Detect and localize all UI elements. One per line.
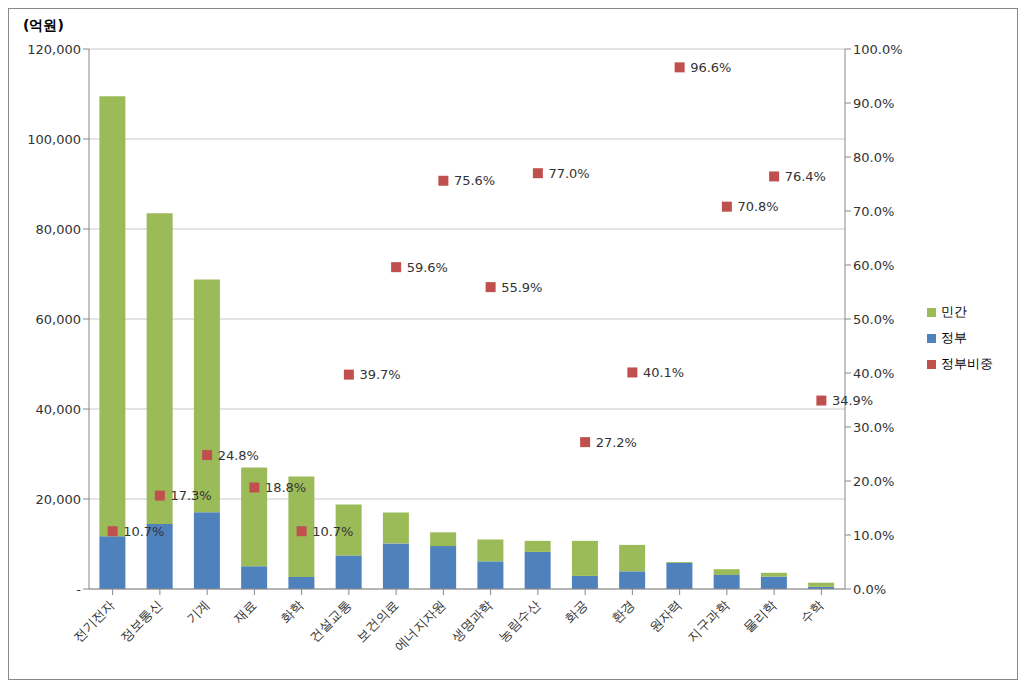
svg-text:50.0%: 50.0% (853, 312, 894, 327)
svg-text:0.0%: 0.0% (853, 582, 886, 597)
svg-text:화학: 화학 (278, 597, 307, 626)
svg-text:100,000: 100,000 (27, 132, 81, 147)
svg-text:30.0%: 30.0% (853, 420, 894, 435)
svg-text:80.0%: 80.0% (853, 150, 894, 165)
html-text:정부: 정부 (941, 330, 967, 345)
svg-text:18.8%: 18.8% (265, 480, 306, 495)
svg-text:원자력: 원자력 (646, 597, 684, 635)
svg-text:전기전자: 전기전자 (70, 597, 117, 644)
svg-text:59.6%: 59.6% (407, 260, 448, 275)
svg-text:환경: 환경 (608, 597, 637, 626)
svg-text:40.0%: 40.0% (853, 366, 894, 381)
svg-text:화공: 화공 (561, 597, 590, 626)
svg-text:정보통신: 정보통신 (117, 597, 164, 644)
svg-text:지구과학: 지구과학 (684, 597, 731, 644)
svg-text:39.7%: 39.7% (359, 367, 400, 382)
svg-text:기계: 기계 (183, 597, 212, 626)
svg-text:10.0%: 10.0% (853, 528, 894, 543)
html-text:민간: 민간 (941, 304, 967, 319)
svg-text:40.1%: 40.1% (643, 365, 684, 380)
svg-text:70.0%: 70.0% (853, 204, 894, 219)
svg-text:34.9%: 34.9% (832, 393, 873, 408)
svg-text:55.9%: 55.9% (501, 280, 542, 295)
svg-text:10.7%: 10.7% (123, 524, 164, 539)
svg-text:수학: 수학 (797, 597, 826, 626)
html-text:(억원): (억원) (23, 17, 64, 33)
svg-text:77.0%: 77.0% (548, 166, 589, 181)
svg-text:-: - (76, 582, 81, 597)
svg-text:농림수산: 농림수산 (495, 597, 542, 644)
svg-text:20,000: 20,000 (36, 492, 82, 507)
svg-text:27.2%: 27.2% (596, 435, 637, 450)
svg-text:75.6%: 75.6% (454, 173, 495, 188)
svg-text:17.3%: 17.3% (170, 488, 211, 503)
svg-text:보건의료: 보건의료 (354, 597, 401, 644)
svg-text:24.8%: 24.8% (218, 448, 259, 463)
svg-text:재료: 재료 (230, 597, 259, 626)
svg-text:40,000: 40,000 (36, 402, 82, 417)
svg-text:생명과학: 생명과학 (448, 597, 495, 644)
svg-text:76.4%: 76.4% (785, 169, 826, 184)
svg-text:에너지자원: 에너지자원 (392, 597, 449, 654)
svg-text:80,000: 80,000 (36, 222, 82, 237)
svg-text:70.8%: 70.8% (737, 199, 778, 214)
svg-text:90.0%: 90.0% (853, 96, 894, 111)
svg-text:100.0%: 100.0% (853, 42, 903, 57)
svg-text:10.7%: 10.7% (312, 524, 353, 539)
svg-text:120,000: 120,000 (27, 42, 81, 57)
svg-text:96.6%: 96.6% (690, 60, 731, 75)
svg-text:60,000: 60,000 (36, 312, 82, 327)
svg-text:물리학: 물리학 (741, 597, 779, 635)
svg-text:20.0%: 20.0% (853, 474, 894, 489)
svg-text:건설교통: 건설교통 (306, 597, 353, 644)
svg-text:60.0%: 60.0% (853, 258, 894, 273)
html-text:정부비중: 정부비중 (941, 356, 993, 371)
